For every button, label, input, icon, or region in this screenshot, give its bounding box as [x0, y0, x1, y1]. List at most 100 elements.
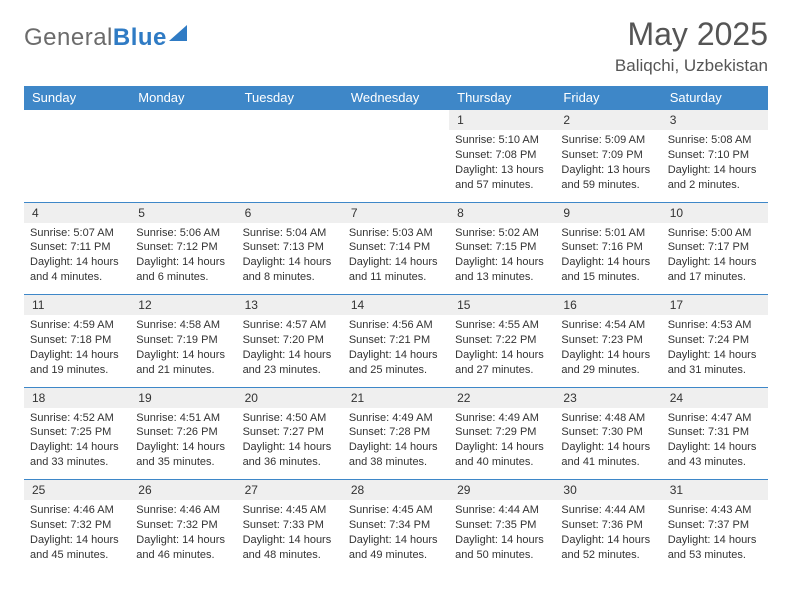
day-details-cell: Sunrise: 5:00 AMSunset: 7:17 PMDaylight:…	[662, 223, 768, 295]
daylight-line: Daylight: 14 hours and 38 minutes.	[349, 440, 443, 470]
daylight-line: Daylight: 14 hours and 53 minutes.	[668, 533, 762, 563]
sunset-line: Sunset: 7:19 PM	[136, 333, 230, 348]
daylight-line: Daylight: 14 hours and 21 minutes.	[136, 348, 230, 378]
day-details-cell: Sunrise: 4:57 AMSunset: 7:20 PMDaylight:…	[237, 315, 343, 387]
day-number-cell: 29	[449, 480, 555, 501]
daylight-line: Daylight: 13 hours and 57 minutes.	[455, 163, 549, 193]
day-number-cell: 31	[662, 480, 768, 501]
details-row: Sunrise: 5:10 AMSunset: 7:08 PMDaylight:…	[24, 130, 768, 202]
logo-text: GeneralBlue	[24, 24, 167, 52]
weekday-header: Thursday	[449, 86, 555, 110]
sunrise-line: Sunrise: 4:43 AM	[668, 503, 762, 518]
day-number-cell: 9	[555, 202, 661, 223]
day-details-cell: Sunrise: 5:04 AMSunset: 7:13 PMDaylight:…	[237, 223, 343, 295]
title-block: May 2025 Baliqchi, Uzbekistan	[615, 18, 768, 76]
month-title: May 2025	[615, 18, 768, 50]
calendar-body: 123Sunrise: 5:10 AMSunset: 7:08 PMDaylig…	[24, 110, 768, 573]
details-row: Sunrise: 4:46 AMSunset: 7:32 PMDaylight:…	[24, 500, 768, 572]
day-number-cell: 17	[662, 295, 768, 316]
sunrise-line: Sunrise: 4:51 AM	[136, 411, 230, 426]
sunrise-line: Sunrise: 4:56 AM	[349, 318, 443, 333]
day-details-cell: Sunrise: 4:49 AMSunset: 7:28 PMDaylight:…	[343, 408, 449, 480]
sunrise-line: Sunrise: 4:52 AM	[30, 411, 124, 426]
daylight-line: Daylight: 14 hours and 50 minutes.	[455, 533, 549, 563]
daylight-line: Daylight: 14 hours and 33 minutes.	[30, 440, 124, 470]
day-details-cell: Sunrise: 5:02 AMSunset: 7:15 PMDaylight:…	[449, 223, 555, 295]
daynum-row: 45678910	[24, 202, 768, 223]
sunset-line: Sunset: 7:32 PM	[30, 518, 124, 533]
sunrise-line: Sunrise: 4:48 AM	[561, 411, 655, 426]
weekday-header: Sunday	[24, 86, 130, 110]
sunset-line: Sunset: 7:26 PM	[136, 425, 230, 440]
day-number-cell: 3	[662, 110, 768, 131]
sunset-line: Sunset: 7:15 PM	[455, 240, 549, 255]
day-number-cell	[24, 110, 130, 131]
day-number-cell: 20	[237, 387, 343, 408]
day-number-cell: 30	[555, 480, 661, 501]
day-number-cell: 7	[343, 202, 449, 223]
daylight-line: Daylight: 14 hours and 35 minutes.	[136, 440, 230, 470]
sunrise-line: Sunrise: 4:45 AM	[243, 503, 337, 518]
daylight-line: Daylight: 14 hours and 15 minutes.	[561, 255, 655, 285]
sunrise-line: Sunrise: 5:06 AM	[136, 226, 230, 241]
sunset-line: Sunset: 7:20 PM	[243, 333, 337, 348]
sunset-line: Sunset: 7:36 PM	[561, 518, 655, 533]
sunrise-line: Sunrise: 5:07 AM	[30, 226, 124, 241]
day-number-cell: 13	[237, 295, 343, 316]
daylight-line: Daylight: 14 hours and 27 minutes.	[455, 348, 549, 378]
sunset-line: Sunset: 7:29 PM	[455, 425, 549, 440]
daylight-line: Daylight: 14 hours and 40 minutes.	[455, 440, 549, 470]
weekday-header: Wednesday	[343, 86, 449, 110]
sunrise-line: Sunrise: 4:47 AM	[668, 411, 762, 426]
daylight-line: Daylight: 14 hours and 46 minutes.	[136, 533, 230, 563]
day-details-cell	[130, 130, 236, 202]
day-number-cell: 28	[343, 480, 449, 501]
daylight-line: Daylight: 14 hours and 8 minutes.	[243, 255, 337, 285]
sunset-line: Sunset: 7:14 PM	[349, 240, 443, 255]
day-number-cell: 10	[662, 202, 768, 223]
daylight-line: Daylight: 14 hours and 45 minutes.	[30, 533, 124, 563]
sunrise-line: Sunrise: 4:55 AM	[455, 318, 549, 333]
daynum-row: 18192021222324	[24, 387, 768, 408]
daylight-line: Daylight: 13 hours and 59 minutes.	[561, 163, 655, 193]
weekday-header: Monday	[130, 86, 236, 110]
sunrise-line: Sunrise: 4:57 AM	[243, 318, 337, 333]
day-number-cell: 12	[130, 295, 236, 316]
day-details-cell: Sunrise: 4:53 AMSunset: 7:24 PMDaylight:…	[662, 315, 768, 387]
sunset-line: Sunset: 7:31 PM	[668, 425, 762, 440]
day-number-cell: 23	[555, 387, 661, 408]
weekday-header: Saturday	[662, 86, 768, 110]
day-details-cell: Sunrise: 4:56 AMSunset: 7:21 PMDaylight:…	[343, 315, 449, 387]
sunset-line: Sunset: 7:34 PM	[349, 518, 443, 533]
sunrise-line: Sunrise: 4:54 AM	[561, 318, 655, 333]
daylight-line: Daylight: 14 hours and 52 minutes.	[561, 533, 655, 563]
day-number-cell	[130, 110, 236, 131]
day-details-cell: Sunrise: 4:49 AMSunset: 7:29 PMDaylight:…	[449, 408, 555, 480]
details-row: Sunrise: 5:07 AMSunset: 7:11 PM Daylight:…	[24, 223, 768, 295]
sunset-line: Sunset: 7:32 PM	[136, 518, 230, 533]
weekday-header: Friday	[555, 86, 661, 110]
day-details-cell: Sunrise: 4:59 AMSunset: 7:18 PMDaylight:…	[24, 315, 130, 387]
day-details-cell: Sunrise: 4:43 AMSunset: 7:37 PMDaylight:…	[662, 500, 768, 572]
daylight-line: Daylight: 14 hours and 6 minutes.	[136, 255, 230, 285]
sunset-line: Sunset: 7:17 PM	[668, 240, 762, 255]
daylight-line: Daylight: 14 hours and 48 minutes.	[243, 533, 337, 563]
day-number-cell: 15	[449, 295, 555, 316]
sunrise-line: Sunrise: 5:08 AM	[668, 133, 762, 148]
day-details-cell: Sunrise: 4:55 AMSunset: 7:22 PMDaylight:…	[449, 315, 555, 387]
day-number-cell: 18	[24, 387, 130, 408]
daynum-row: 123	[24, 110, 768, 131]
sunrise-line: Sunrise: 4:44 AM	[455, 503, 549, 518]
calendar-table: Sunday Monday Tuesday Wednesday Thursday…	[24, 86, 768, 572]
sunset-line: Sunset: 7:11 PM	[30, 240, 124, 255]
day-details-cell: Sunrise: 4:51 AMSunset: 7:26 PMDaylight:…	[130, 408, 236, 480]
day-details-cell: Sunrise: 5:01 AMSunset: 7:16 PMDaylight:…	[555, 223, 661, 295]
day-number-cell: 22	[449, 387, 555, 408]
sunset-line: Sunset: 7:28 PM	[349, 425, 443, 440]
sunrise-line: Sunrise: 5:04 AM	[243, 226, 337, 241]
day-number-cell: 24	[662, 387, 768, 408]
day-number-cell	[237, 110, 343, 131]
day-details-cell: Sunrise: 5:07 AMSunset: 7:11 PMDaylight:…	[24, 223, 130, 295]
logo: GeneralBlue	[24, 24, 187, 52]
day-number-cell: 2	[555, 110, 661, 131]
